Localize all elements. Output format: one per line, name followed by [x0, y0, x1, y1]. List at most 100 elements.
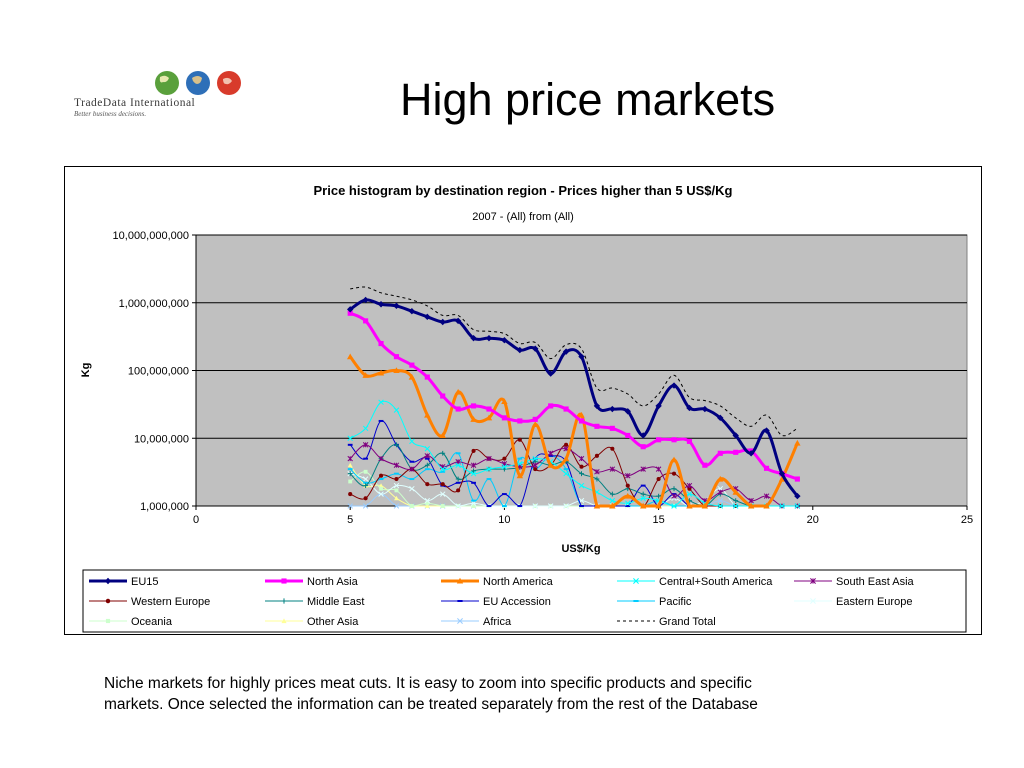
data-point — [471, 448, 476, 453]
legend-item: Pacific — [617, 596, 692, 608]
x-tick-label: 20 — [807, 514, 819, 526]
data-point — [424, 497, 431, 504]
legend-label: Middle East — [307, 596, 364, 608]
data-point — [378, 483, 384, 488]
data-point — [454, 388, 462, 395]
data-point — [440, 393, 446, 399]
data-point — [409, 485, 415, 492]
data-point — [594, 469, 600, 475]
data-point — [393, 503, 400, 509]
chart-subtitle: 2007 - (All) from (All) — [472, 211, 573, 223]
legend-item: EU15 — [89, 576, 159, 588]
data-point — [578, 411, 585, 418]
data-point — [409, 362, 415, 368]
data-point — [578, 482, 585, 489]
data-point — [363, 318, 369, 324]
data-point — [379, 473, 384, 478]
logo-globes-icon — [155, 71, 241, 95]
data-point — [564, 442, 569, 447]
data-point — [686, 491, 693, 497]
x-tick-label: 0 — [193, 514, 199, 526]
chart-title: Price histogram by destination region - … — [314, 183, 733, 198]
data-point — [609, 466, 616, 472]
data-point — [717, 475, 724, 482]
data-point — [778, 475, 786, 482]
data-point — [640, 444, 646, 450]
data-point — [778, 470, 786, 477]
data-point — [439, 432, 446, 439]
data-point — [363, 469, 368, 474]
data-point — [763, 493, 770, 499]
data-point — [748, 497, 754, 504]
data-point — [348, 479, 353, 484]
data-point — [425, 501, 430, 506]
legend-label: Africa — [483, 616, 512, 628]
data-point — [810, 598, 816, 604]
legend-label: EU15 — [131, 576, 159, 588]
y-axis-ticks: 1,000,000 10,000,000 100,000,000 1,000,000,… — [113, 230, 196, 513]
data-point — [347, 462, 353, 468]
y-tick-label: 1,000,000 — [140, 501, 189, 513]
data-point — [347, 471, 353, 477]
data-point — [348, 492, 353, 497]
data-point — [747, 450, 755, 457]
caption-line-1: Niche markets for highly prices meat cut… — [104, 675, 752, 692]
data-point — [517, 437, 522, 442]
data-point — [440, 504, 445, 508]
data-point — [625, 432, 631, 439]
data-point — [347, 435, 353, 442]
data-point — [579, 471, 584, 477]
data-point — [763, 427, 770, 434]
data-point — [362, 442, 369, 448]
data-point — [670, 382, 678, 389]
data-point — [794, 439, 801, 446]
price-histogram-chart: Price histogram by destination region - … — [80, 183, 973, 633]
legend-label: EU Accession — [483, 596, 551, 608]
data-point — [563, 503, 569, 509]
tradedata-logo: TradeData International Better business … — [72, 68, 247, 120]
data-point — [763, 465, 770, 471]
data-point — [656, 493, 661, 499]
data-point — [609, 425, 615, 431]
data-point — [670, 456, 678, 463]
data-point — [624, 492, 631, 499]
data-point — [609, 405, 616, 413]
data-point — [104, 577, 112, 585]
legend-label: South East Asia — [836, 576, 915, 588]
slide-title: High price markets — [400, 74, 776, 125]
data-point — [609, 497, 616, 504]
legend-item: North America — [441, 576, 554, 588]
legend-label: North America — [483, 576, 554, 588]
data-point — [532, 416, 538, 422]
data-point — [362, 425, 369, 432]
data-point — [470, 470, 477, 477]
data-point — [563, 406, 569, 412]
data-point — [686, 438, 692, 444]
data-point — [105, 598, 111, 604]
x-axis-label: US$/Kg — [561, 543, 600, 555]
data-point — [455, 406, 461, 412]
data-point — [486, 406, 492, 412]
data-point — [656, 437, 662, 443]
legend-item: North Asia — [265, 576, 359, 588]
data-point — [547, 450, 554, 457]
data-point — [363, 483, 369, 489]
data-point — [378, 455, 384, 462]
legend-label: Western Europe — [131, 596, 210, 608]
series-line — [349, 444, 798, 507]
data-point — [347, 455, 353, 462]
logo-tagline: Better business decisions. — [74, 110, 147, 118]
data-point — [593, 502, 601, 509]
series-layer — [347, 286, 801, 509]
data-point — [470, 334, 477, 342]
data-point — [593, 402, 601, 410]
x-axis-ticks: 0 5 10 15 20 25 — [193, 506, 973, 526]
data-point — [640, 491, 646, 497]
data-point — [501, 415, 507, 421]
series-central-south-america — [347, 399, 801, 509]
data-point — [763, 502, 770, 509]
data-point — [393, 354, 400, 360]
data-point — [455, 476, 461, 482]
data-point — [532, 503, 538, 509]
y-tick-label: 100,000,000 — [128, 366, 189, 378]
